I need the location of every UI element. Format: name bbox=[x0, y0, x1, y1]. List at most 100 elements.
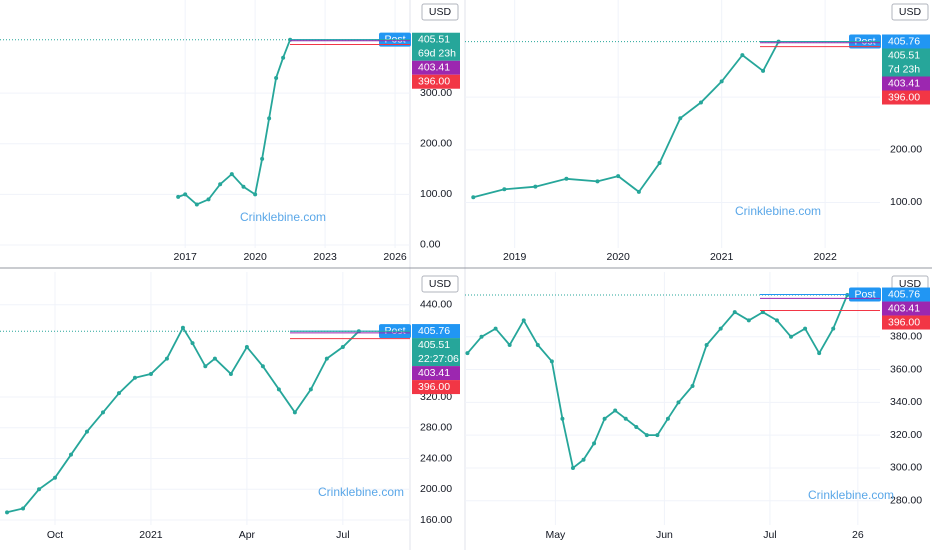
price-tag-label: 403.41 bbox=[888, 302, 920, 314]
x-tick-label: 2020 bbox=[243, 251, 267, 263]
y-tick-label: 300.00 bbox=[890, 462, 922, 474]
price-tag bbox=[412, 380, 460, 395]
x-tick-label: 2021 bbox=[710, 251, 734, 263]
price-point bbox=[180, 325, 185, 330]
y-tick-label: 340.00 bbox=[890, 396, 922, 408]
y-tick-label: 160.00 bbox=[420, 514, 452, 526]
price-point bbox=[53, 475, 58, 480]
x-tick-label: 2022 bbox=[813, 251, 837, 263]
price-tag-label: 396.00 bbox=[888, 316, 920, 328]
price-line bbox=[473, 41, 780, 199]
price-point bbox=[292, 410, 297, 415]
price-point bbox=[194, 202, 199, 207]
price-tag bbox=[412, 338, 460, 367]
price-point bbox=[183, 192, 188, 197]
price-point bbox=[570, 465, 575, 470]
price-tag-label: 403.41 bbox=[418, 62, 450, 74]
currency-label: USD bbox=[899, 6, 922, 18]
x-tick-label: 2019 bbox=[503, 251, 527, 263]
price-point bbox=[176, 194, 181, 199]
price-tag-sub: 69d 23h bbox=[418, 48, 456, 60]
price-point bbox=[678, 116, 683, 121]
price-point bbox=[479, 334, 484, 339]
price-point bbox=[190, 341, 195, 346]
price-point bbox=[655, 433, 660, 438]
watermark: Crinklebine.com bbox=[735, 204, 821, 218]
price-point bbox=[535, 342, 540, 347]
x-tick-label: Jul bbox=[336, 529, 349, 541]
price-point bbox=[68, 452, 73, 457]
price-point bbox=[761, 68, 766, 73]
currency-box bbox=[421, 275, 459, 293]
price-point bbox=[274, 75, 279, 80]
price-tag-label: 405.51 bbox=[418, 339, 450, 351]
price-point bbox=[817, 351, 822, 356]
price-line bbox=[6, 325, 360, 514]
price-point bbox=[789, 334, 794, 339]
y-tick-label: 0.00 bbox=[420, 239, 441, 251]
price-tag-label: 405.76 bbox=[888, 288, 920, 300]
price-tag-label: 405.51 bbox=[888, 49, 920, 61]
price-point bbox=[21, 506, 26, 511]
price-point bbox=[218, 182, 223, 187]
currency-label: USD bbox=[899, 278, 922, 290]
y-tick-label: 360.00 bbox=[890, 363, 922, 375]
price-point bbox=[116, 391, 121, 396]
price-point bbox=[560, 416, 565, 421]
x-tick-label: May bbox=[545, 529, 566, 541]
y-tick-label: 200.00 bbox=[890, 144, 922, 156]
price-point bbox=[244, 345, 249, 350]
price-point bbox=[253, 192, 258, 197]
x-tick-label: 2017 bbox=[173, 251, 197, 263]
price-tag bbox=[882, 301, 930, 316]
price-point bbox=[502, 187, 507, 192]
y-tick-label: 440.00 bbox=[420, 299, 452, 311]
price-point bbox=[657, 160, 662, 165]
y-tick-label: 380.00 bbox=[890, 331, 922, 343]
price-tag bbox=[412, 324, 460, 339]
price-point bbox=[276, 387, 281, 392]
x-tick-label: 2023 bbox=[313, 251, 337, 263]
price-point bbox=[267, 116, 272, 121]
x-tick-label: Oct bbox=[47, 529, 63, 541]
price-point bbox=[212, 356, 217, 361]
price-point bbox=[774, 318, 779, 323]
x-tick-label: Jun bbox=[656, 529, 673, 541]
price-point bbox=[229, 172, 234, 177]
price-tag bbox=[412, 60, 460, 75]
price-tag-label: 405.51 bbox=[418, 34, 450, 46]
watermark: Crinklebine.com bbox=[240, 210, 326, 224]
y-tick-label: 200.00 bbox=[420, 483, 452, 495]
price-tag-label: 405.76 bbox=[418, 325, 450, 337]
price-tag bbox=[882, 76, 930, 91]
price-tag-label: 405.76 bbox=[888, 35, 920, 47]
price-point bbox=[613, 408, 618, 413]
price-point bbox=[803, 326, 808, 331]
price-point bbox=[241, 184, 246, 189]
price-point bbox=[132, 375, 137, 380]
price-tag bbox=[412, 366, 460, 381]
currency-box bbox=[421, 3, 459, 21]
price-point bbox=[549, 359, 554, 364]
price-tag-label: 403.41 bbox=[418, 367, 450, 379]
price-point bbox=[465, 351, 470, 356]
price-tag-label: 396.00 bbox=[418, 76, 450, 88]
y-tick-label: 280.00 bbox=[890, 495, 922, 507]
price-tag bbox=[882, 48, 930, 77]
price-point bbox=[521, 318, 526, 323]
price-point bbox=[690, 383, 695, 388]
price-tag-sub: 7d 23h bbox=[888, 63, 920, 75]
y-tick-label: 100.00 bbox=[890, 196, 922, 208]
price-point bbox=[636, 189, 641, 194]
price-point bbox=[831, 326, 836, 331]
price-tag bbox=[412, 32, 460, 61]
y-tick-label: 100.00 bbox=[420, 188, 452, 200]
y-tick-label: 280.00 bbox=[420, 422, 452, 434]
price-point bbox=[164, 356, 169, 361]
watermark: Crinklebine.com bbox=[318, 485, 404, 499]
price-point bbox=[148, 371, 153, 376]
watermark: Crinklebine.com bbox=[808, 488, 894, 502]
price-point bbox=[37, 487, 42, 492]
price-point bbox=[324, 356, 329, 361]
